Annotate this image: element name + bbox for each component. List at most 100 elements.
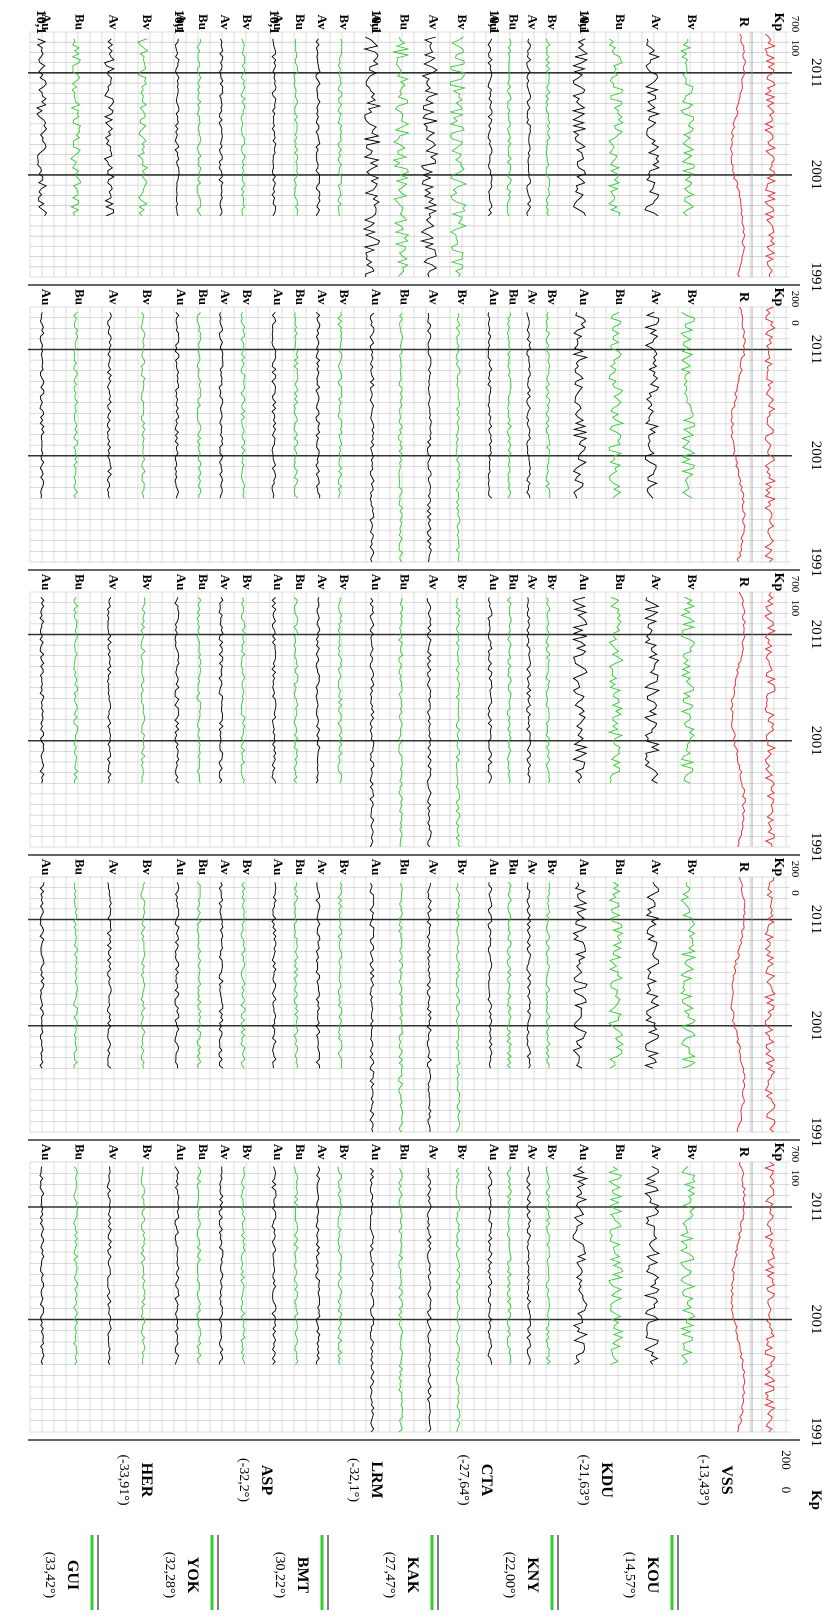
series-label: Av (106, 290, 121, 305)
series-label: Bv (337, 574, 352, 590)
series-trace-A_v (106, 597, 112, 784)
series-trace-B_v (449, 36, 468, 278)
series-trace-A_u (369, 882, 375, 1133)
series-label: Au (271, 1144, 286, 1161)
series-trace-B_u (398, 1167, 404, 1433)
series-trace-B_u (398, 597, 404, 848)
panel-top-label: 10,1 (368, 10, 383, 35)
series-label: Bu (196, 1144, 211, 1160)
series-trace-B_u (608, 881, 624, 1069)
station-north-name: KOU (644, 1557, 661, 1594)
series-label: Bv (685, 14, 700, 30)
index-trace-R (730, 591, 747, 848)
index-trace-Kp (763, 876, 776, 1133)
series-label: Bv (337, 14, 352, 30)
station-north-lat: (32,28°) (162, 1552, 177, 1599)
series-label: Bu (398, 289, 413, 305)
series-trace-A_v (315, 1166, 321, 1365)
series-label: Bu (196, 859, 211, 875)
station-north-lat: (22,00°) (502, 1552, 517, 1599)
series-label: Av (526, 860, 541, 875)
series-label: Bu (506, 1144, 521, 1160)
series-trace-A_u (362, 36, 382, 278)
series-trace-A_u (487, 312, 493, 499)
index-label-Kp: Kp (771, 1143, 786, 1162)
series-trace-A_v (526, 38, 532, 216)
series-label: Bv (455, 574, 470, 590)
index-tick: 100 (789, 40, 801, 57)
station-north-lat: (33,42°) (42, 1552, 57, 1599)
series-trace-B_v (140, 1166, 146, 1365)
series-label: Bu (398, 14, 413, 30)
series-trace-A_v (218, 1166, 224, 1365)
series-trace-B_u (73, 311, 79, 499)
series-label: Bu (506, 14, 521, 30)
series-trace-A_v (315, 882, 321, 1069)
index-trace-R (730, 306, 746, 563)
station-south-name: LRM (368, 1461, 385, 1498)
series-label: Au (369, 14, 384, 31)
series-label: Au (577, 14, 592, 31)
station-south-name: CTA (478, 1464, 495, 1497)
index-trace-Kp (764, 306, 777, 563)
series-label: Au (271, 289, 286, 306)
series-label: Av (649, 15, 664, 30)
index-trace-R (730, 1161, 746, 1433)
series-trace-B_u (293, 312, 299, 499)
station-north-name: KNY (524, 1557, 541, 1593)
series-trace-A_u (369, 1167, 375, 1433)
series-label: Au (39, 289, 54, 306)
index-trace-R (730, 876, 746, 1133)
series-trace-A_u (35, 38, 48, 217)
series-label: Bv (545, 14, 560, 30)
series-trace-A_u (174, 597, 180, 784)
series-trace-A_v (426, 882, 432, 1133)
series-trace-A_u (572, 1166, 589, 1365)
series-trace-B_v (240, 38, 246, 216)
series-label: Au (577, 574, 592, 591)
series-trace-B_u (73, 882, 78, 1069)
station-north-name: BMT (294, 1557, 311, 1594)
series-trace-A_v (526, 882, 532, 1069)
index-label-Kp: Kp (771, 858, 786, 877)
index-label-R: R (736, 577, 751, 588)
index-tick: 0 (789, 890, 801, 896)
series-trace-A_u (572, 882, 588, 1069)
series-label: Bv (455, 1144, 470, 1160)
series-label: Au (174, 574, 189, 591)
panel-top-label: 10,1 (33, 10, 48, 35)
series-label: Au (487, 1144, 502, 1161)
series-label: Av (218, 290, 233, 305)
series-label: Au (577, 289, 592, 306)
series-trace-A_u (174, 311, 180, 499)
series-trace-A_v (106, 1166, 112, 1365)
index-tick: 200 (789, 861, 801, 878)
index-legend-tick: 200 (779, 1450, 794, 1470)
series-label: Av (526, 15, 541, 30)
series-trace-A_v (643, 1166, 661, 1365)
series-trace-A_v (426, 312, 432, 563)
year-tick-label: 1991 (808, 1417, 824, 1447)
index-tick: 200 (789, 291, 801, 308)
series-label: Au (174, 1144, 189, 1161)
series-label: Bv (545, 859, 560, 875)
series-trace-A_v (526, 1166, 532, 1365)
station-north-lat: (30,22°) (272, 1552, 287, 1599)
series-trace-B_u (608, 1166, 624, 1365)
series-trace-A_v (526, 597, 532, 784)
series-label: Av (315, 575, 330, 590)
series-label: Bv (240, 574, 255, 590)
series-label: Av (649, 575, 664, 590)
series-label: Av (315, 15, 330, 30)
series-label: Av (218, 1145, 233, 1160)
panel-top-label: 10,1 (266, 10, 281, 35)
panel-3 (28, 591, 800, 856)
series-label: Bu (398, 574, 413, 590)
index-label-R: R (736, 17, 751, 28)
series-trace-B_v (240, 1166, 246, 1365)
year-tick-label: 1991 (808, 547, 824, 577)
series-label: Bu (613, 289, 628, 305)
series-label: Au (39, 574, 54, 591)
series-label: Au (39, 859, 54, 876)
series-trace-B_u (608, 311, 625, 499)
